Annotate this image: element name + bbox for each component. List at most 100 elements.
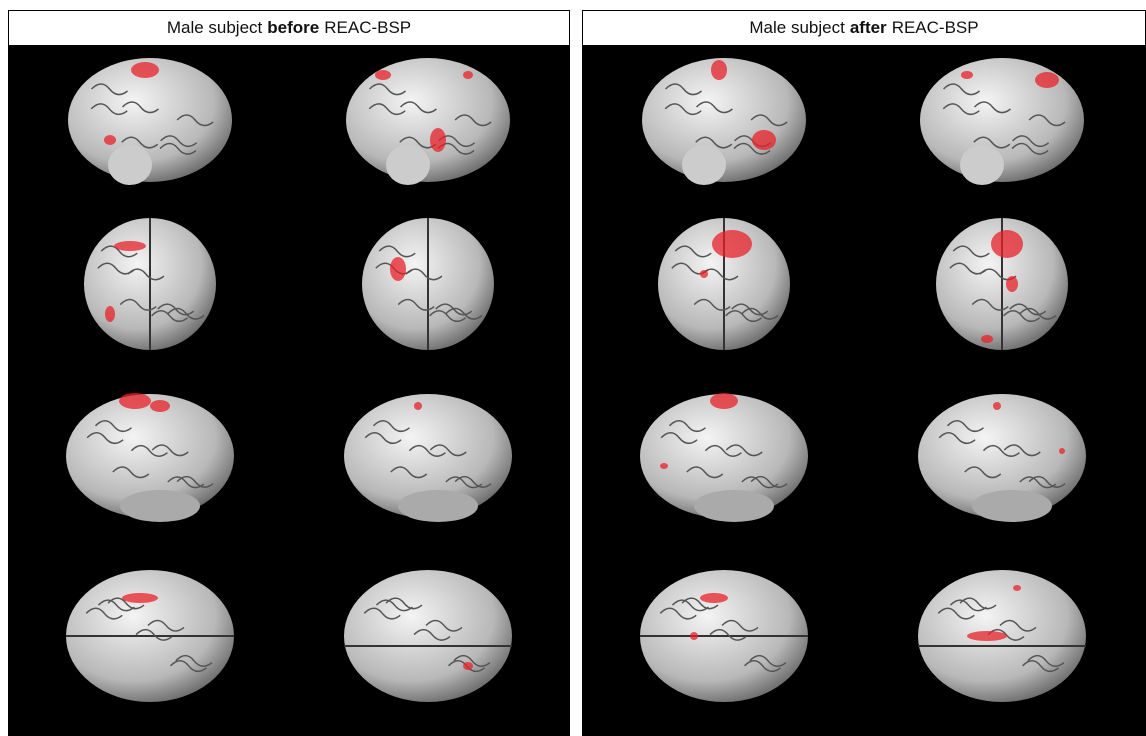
sulcus xyxy=(942,103,980,116)
sulcus xyxy=(167,476,205,489)
activation xyxy=(119,393,151,409)
sulcus xyxy=(390,466,428,479)
brain xyxy=(918,394,1086,522)
sulcus xyxy=(721,619,759,632)
sulcus xyxy=(397,298,435,311)
sulcus xyxy=(750,475,788,488)
header-text: Male subject xyxy=(749,18,845,37)
sulcus xyxy=(121,136,159,149)
sulcus xyxy=(709,628,747,641)
activation xyxy=(104,135,116,145)
sulcus xyxy=(664,103,702,116)
sulcus xyxy=(91,83,129,96)
sulcus xyxy=(368,103,406,116)
sulcus xyxy=(744,660,782,673)
header-emphasis: after xyxy=(849,18,887,37)
sulcus xyxy=(408,444,446,457)
sulcus xyxy=(749,654,787,667)
sulcus xyxy=(375,599,413,612)
brainstem xyxy=(108,145,152,185)
activation xyxy=(430,128,446,152)
cerebellum xyxy=(694,490,774,522)
sulcus xyxy=(964,466,1002,479)
sulcus xyxy=(405,268,443,281)
activation xyxy=(711,60,727,80)
sulcus xyxy=(1003,310,1041,323)
sulcus xyxy=(399,136,437,149)
sulcus xyxy=(937,607,975,620)
brain-images xyxy=(640,58,1086,702)
sulcus xyxy=(127,268,165,281)
sulcus xyxy=(674,245,712,258)
brain xyxy=(68,58,232,185)
brain xyxy=(344,570,512,702)
sulcus xyxy=(1028,475,1066,488)
sulcus xyxy=(429,310,467,323)
brain xyxy=(66,570,234,702)
activation xyxy=(993,402,1001,410)
activation xyxy=(967,631,1007,641)
activation xyxy=(710,393,738,409)
sulcus xyxy=(1011,142,1049,155)
sulcus xyxy=(971,298,1009,311)
sulcus xyxy=(952,245,990,258)
activation xyxy=(150,400,170,412)
sulcus xyxy=(453,654,491,667)
brainstem xyxy=(960,145,1004,185)
sulcus xyxy=(704,444,742,457)
activation xyxy=(700,270,708,278)
sulcus xyxy=(425,619,463,632)
brain xyxy=(640,393,808,522)
sulcus xyxy=(170,660,208,673)
sulcus xyxy=(369,83,407,96)
sulcus xyxy=(733,142,771,155)
sulcus xyxy=(100,245,138,258)
cerebellum xyxy=(972,490,1052,522)
activation xyxy=(463,71,473,79)
sulcus xyxy=(119,298,157,311)
sulcus xyxy=(112,466,150,479)
sulcus xyxy=(665,83,703,96)
sulcus xyxy=(999,619,1037,632)
sulcus xyxy=(725,444,763,457)
sulcus xyxy=(175,654,213,667)
brain xyxy=(346,58,510,185)
brain-shape xyxy=(344,570,512,702)
activation xyxy=(1006,276,1018,292)
header-text: REAC-BSP xyxy=(891,18,979,37)
sulcus xyxy=(695,101,733,114)
brain xyxy=(640,570,808,702)
sulcus xyxy=(741,307,779,320)
sulcus xyxy=(176,114,214,127)
brainstem xyxy=(386,145,430,185)
brain-images xyxy=(66,58,512,702)
brain xyxy=(66,393,234,522)
panel: Male subject after REAC-BSP xyxy=(582,10,1146,736)
sulcus xyxy=(429,444,467,457)
sulcus xyxy=(378,245,416,258)
cerebellum xyxy=(120,490,200,522)
sulcus xyxy=(454,475,492,488)
activation xyxy=(375,70,391,80)
sulcus xyxy=(85,607,123,620)
sulcus xyxy=(372,420,410,433)
sulcus xyxy=(693,298,731,311)
sulcus xyxy=(1019,476,1057,489)
activation xyxy=(131,62,159,78)
brain xyxy=(658,218,790,350)
activation xyxy=(463,662,473,670)
activation xyxy=(1035,72,1059,88)
sulcus xyxy=(671,599,709,612)
panel-header: Male subject before REAC-BSP xyxy=(8,10,570,46)
sulcus xyxy=(399,101,437,114)
sulcus xyxy=(1019,307,1057,320)
sulcus xyxy=(938,432,976,445)
sulcus xyxy=(949,599,987,612)
brain xyxy=(642,58,806,185)
sulcus xyxy=(982,444,1020,457)
sulcus xyxy=(151,310,189,323)
sulcus xyxy=(686,466,724,479)
activation xyxy=(961,71,973,79)
sulcus xyxy=(121,101,159,114)
